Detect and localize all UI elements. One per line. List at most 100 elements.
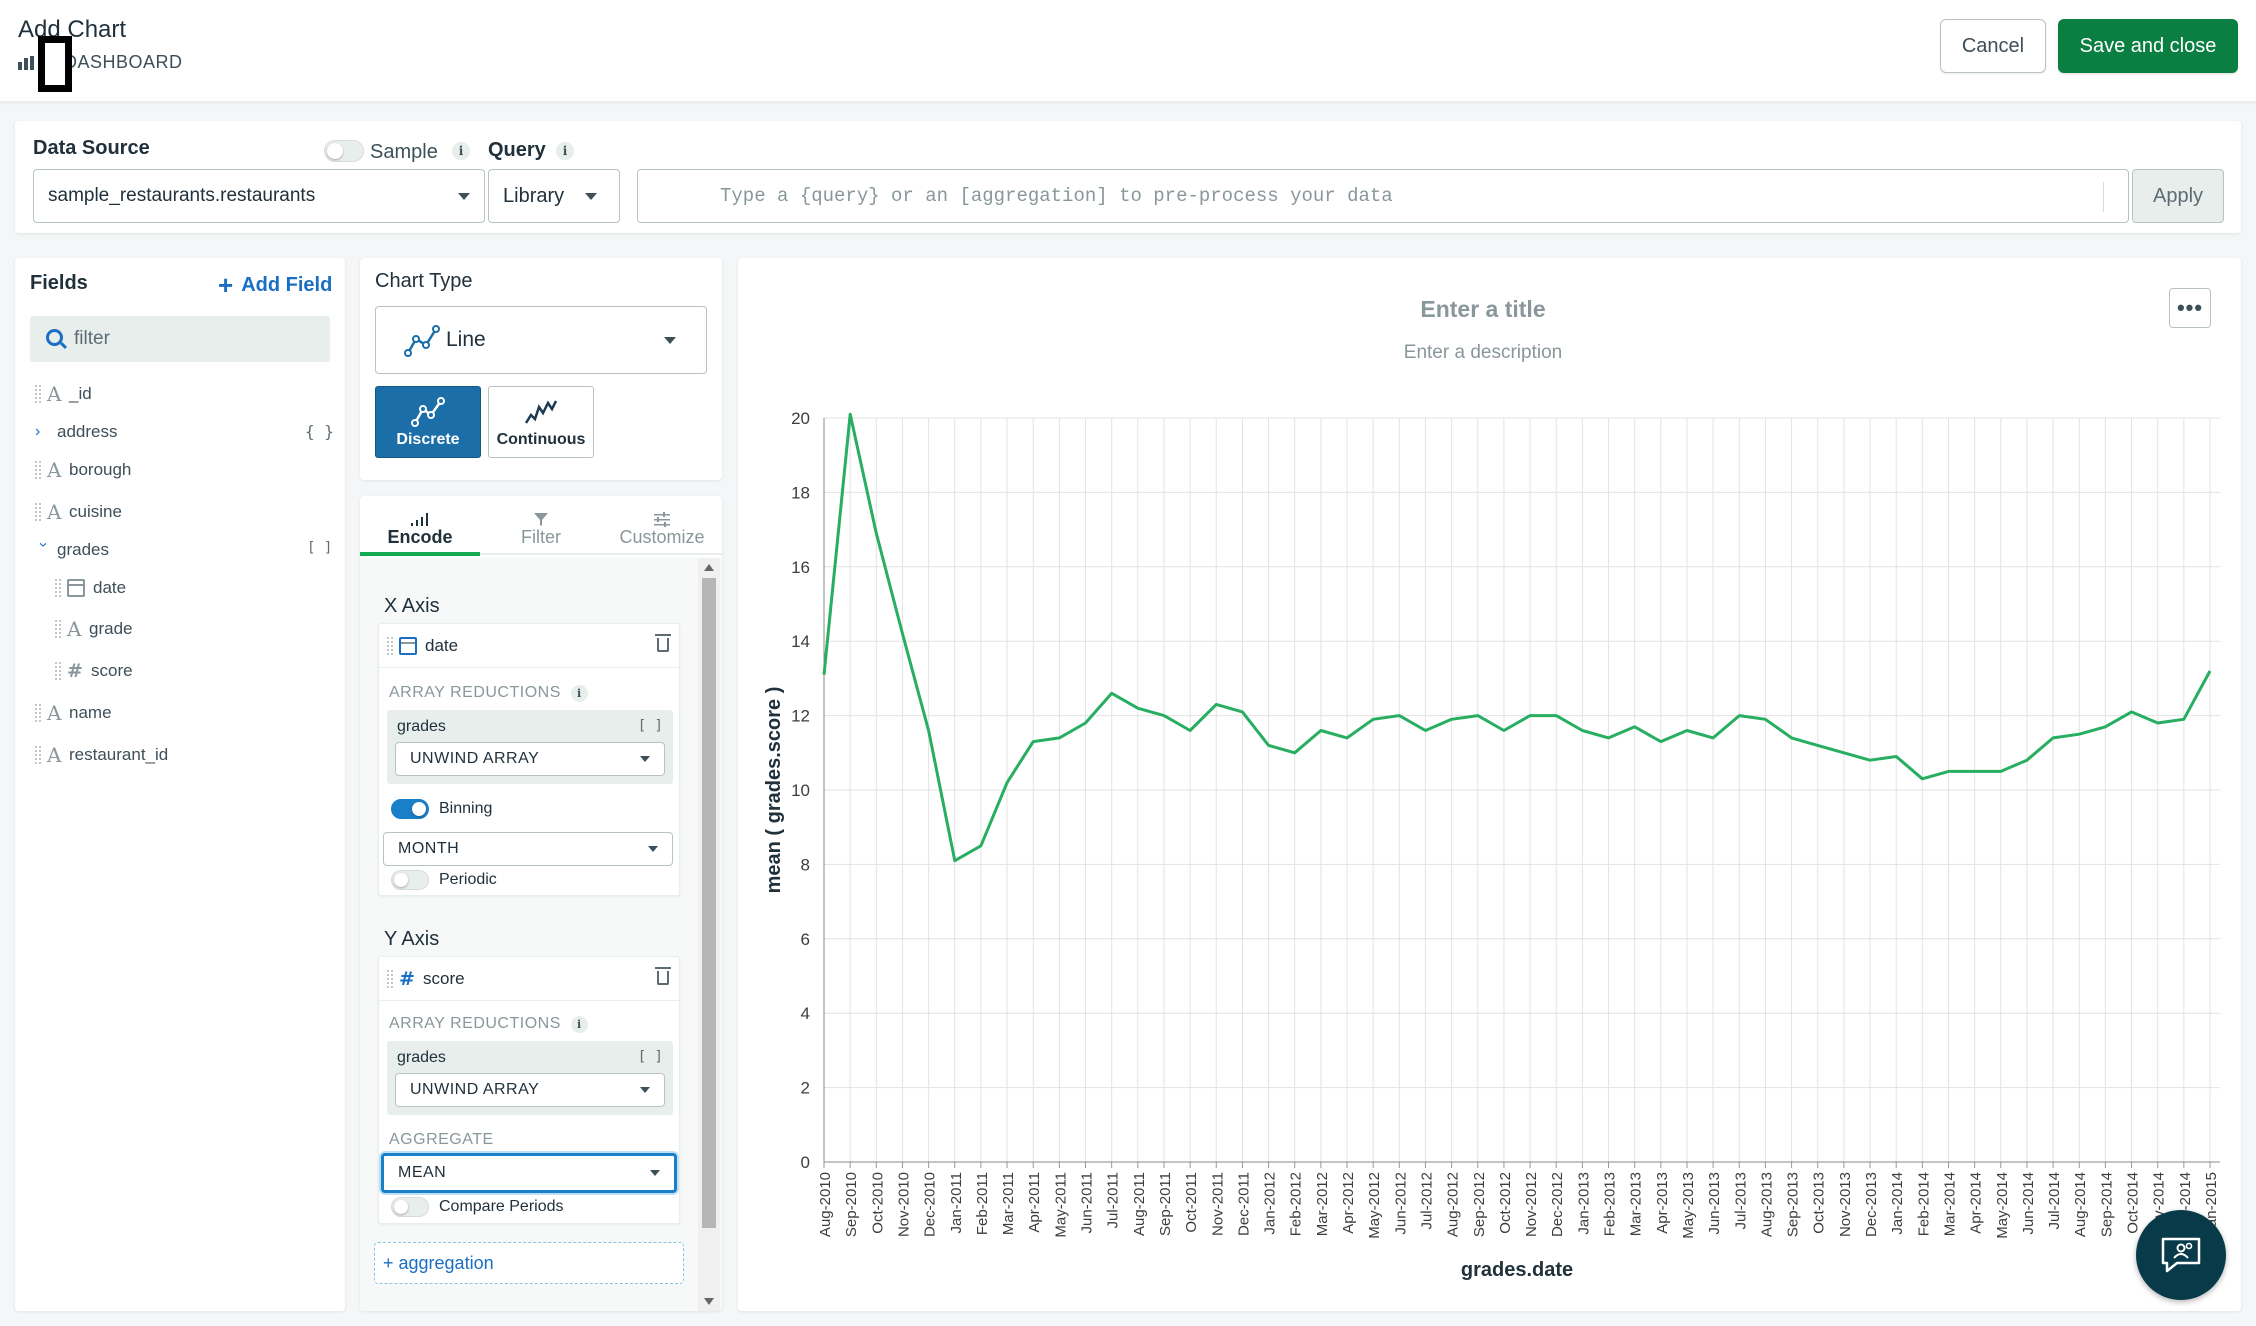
x-tick-label: Apr-2012 <box>1340 1172 1357 1234</box>
drag-handle-icon[interactable] <box>35 385 41 403</box>
periodic-toggle[interactable] <box>391 870 429 890</box>
query-mode-select[interactable]: Library <box>488 169 620 223</box>
x-tick-label: Mar-2011 <box>1000 1172 1017 1235</box>
data-source-value: sample_restaurants.restaurants <box>48 185 316 206</box>
array-type-icon: [ ] <box>307 540 333 556</box>
x-axis-field-chip[interactable]: date <box>379 624 679 668</box>
drag-handle-icon[interactable] <box>55 620 61 638</box>
y-tick-label: 10 <box>791 781 810 800</box>
y-array-reductions-label: ARRAY REDUCTIONS i <box>389 1015 588 1033</box>
plus-icon: + <box>218 270 234 300</box>
field-item-grades[interactable]: › grades <box>35 538 109 562</box>
x-reduction-field: grades <box>397 718 446 735</box>
scroll-thumb[interactable] <box>702 578 716 1228</box>
tab-label: Encode <box>387 527 453 547</box>
scroll-down-icon[interactable] <box>704 1298 714 1305</box>
tab-customize[interactable]: Customize <box>602 496 722 556</box>
x-axis-label: X Axis <box>384 595 440 617</box>
add-field-label: Add Field <box>241 274 333 296</box>
chevron-right-icon[interactable]: › <box>35 423 41 440</box>
x-reduction-box: grades [ ] UNWIND ARRAY <box>387 710 673 784</box>
x-unwind-select[interactable]: UNWIND ARRAY <box>395 742 665 776</box>
data-source-select[interactable]: sample_restaurants.restaurants <box>33 169 485 223</box>
y-axis-field-chip[interactable]: # score <box>379 957 679 1001</box>
field-item-_id[interactable]: A _id <box>35 382 92 406</box>
fields-filter-input[interactable]: filter <box>30 316 330 362</box>
drag-handle-icon[interactable] <box>387 969 393 988</box>
string-type-icon: A <box>47 382 62 406</box>
compare-periods-toggle[interactable] <box>391 1197 429 1217</box>
y-reduction-box: grades [ ] UNWIND ARRAY <box>387 1041 673 1115</box>
field-item-score[interactable]: # score <box>55 659 133 683</box>
chart-description-input[interactable]: Enter a description <box>1403 342 1563 363</box>
dashboard-breadcrumb[interactable]: S DASHBOARD <box>18 52 183 73</box>
drag-handle-icon[interactable] <box>35 704 41 722</box>
discrete-mode-button[interactable]: Discrete <box>375 386 481 458</box>
trash-icon[interactable] <box>655 967 671 985</box>
string-type-icon: A <box>47 701 62 725</box>
encode-panel: Encode Filter Customize X Axis date ARRA… <box>360 496 722 1311</box>
add-field-button[interactable]: + Add Field <box>218 270 332 301</box>
scroll-up-icon[interactable] <box>704 564 714 571</box>
y-tick-label: 6 <box>801 930 810 949</box>
add-aggregation-button[interactable]: + aggregation <box>374 1242 684 1284</box>
y-unwind-select[interactable]: UNWIND ARRAY <box>395 1073 665 1107</box>
y-tick-label: 4 <box>801 1004 810 1023</box>
header: Add Chart S DASHBOARD Cancel Save and cl… <box>0 0 2256 102</box>
array-reductions-text: ARRAY REDUCTIONS <box>389 1015 561 1032</box>
sample-info-icon[interactable]: i <box>452 142 470 160</box>
drag-handle-icon[interactable] <box>55 579 61 597</box>
binning-row: Binning <box>391 799 492 819</box>
field-item-borough[interactable]: A borough <box>35 458 131 482</box>
encode-scroll-area: X Axis date ARRAY REDUCTIONS i grades [ … <box>360 558 722 1311</box>
chevron-down-icon[interactable]: › <box>35 542 52 548</box>
encode-scrollbar[interactable] <box>698 558 720 1311</box>
field-item-cuisine[interactable]: A cuisine <box>35 500 122 524</box>
x-tick-label: Nov-2011 <box>1209 1172 1226 1236</box>
x-tick-label: Dec-2011 <box>1235 1172 1252 1236</box>
query-input[interactable]: Type a {query} or an [aggregation] to pr… <box>637 169 2129 223</box>
line-chart: 0 2 4 6 8 10 12 14 16 18 20 Aug-2010 Sep-2010 Oct-201… <box>763 409 2220 1281</box>
x-tick-label: Jan-2012 <box>1262 1172 1279 1235</box>
query-mode-value: Library <box>503 184 565 207</box>
object-type-icon: { } <box>305 422 334 441</box>
tab-encode[interactable]: Encode <box>360 496 480 556</box>
trash-icon[interactable] <box>655 634 671 652</box>
chart-title-input[interactable]: Enter a title <box>1420 296 1546 322</box>
info-icon[interactable]: i <box>570 1015 588 1033</box>
apply-button[interactable]: Apply <box>2132 169 2224 223</box>
chevron-down-icon <box>664 337 676 344</box>
encode-icon <box>411 513 428 526</box>
chevron-down-icon <box>585 193 597 200</box>
x-tick-label: Dec-2012 <box>1549 1172 1566 1237</box>
binning-unit-select[interactable]: MONTH <box>383 832 673 866</box>
continuous-mode-button[interactable]: Continuous <box>488 386 594 458</box>
y-axis-title: mean ( grades.score ) <box>763 687 785 894</box>
drag-handle-icon[interactable] <box>35 503 41 521</box>
query-info-icon[interactable]: i <box>556 142 574 160</box>
aggregate-select[interactable]: MEAN <box>381 1153 677 1193</box>
cancel-button[interactable]: Cancel <box>1940 19 2046 73</box>
drag-handle-icon[interactable] <box>35 746 41 764</box>
x-tick-label: Nov-2012 <box>1523 1172 1540 1237</box>
field-label: cuisine <box>69 502 122 521</box>
text-cursor-icon <box>38 36 72 92</box>
chat-support-button[interactable] <box>2136 1210 2226 1300</box>
binning-toggle[interactable] <box>391 799 429 819</box>
field-item-restaurant_id[interactable]: A restaurant_id <box>35 743 168 767</box>
sample-toggle[interactable] <box>324 140 364 162</box>
info-icon[interactable]: i <box>570 684 588 702</box>
drag-handle-icon[interactable] <box>35 461 41 479</box>
drag-handle-icon[interactable] <box>55 662 61 680</box>
tab-filter[interactable]: Filter <box>481 496 601 556</box>
field-item-date[interactable]: date <box>55 576 126 600</box>
more-options-button[interactable]: ••• <box>2169 288 2211 328</box>
field-item-name[interactable]: A name <box>35 701 112 725</box>
chart-type-select[interactable]: Line <box>375 306 707 374</box>
field-item-address[interactable]: › address <box>35 420 117 444</box>
save-and-close-button[interactable]: Save and close <box>2058 19 2238 73</box>
fields-title: Fields <box>30 272 88 294</box>
query-label: Query <box>488 139 546 161</box>
drag-handle-icon[interactable] <box>387 636 393 655</box>
field-item-grade[interactable]: A grade <box>55 617 132 641</box>
